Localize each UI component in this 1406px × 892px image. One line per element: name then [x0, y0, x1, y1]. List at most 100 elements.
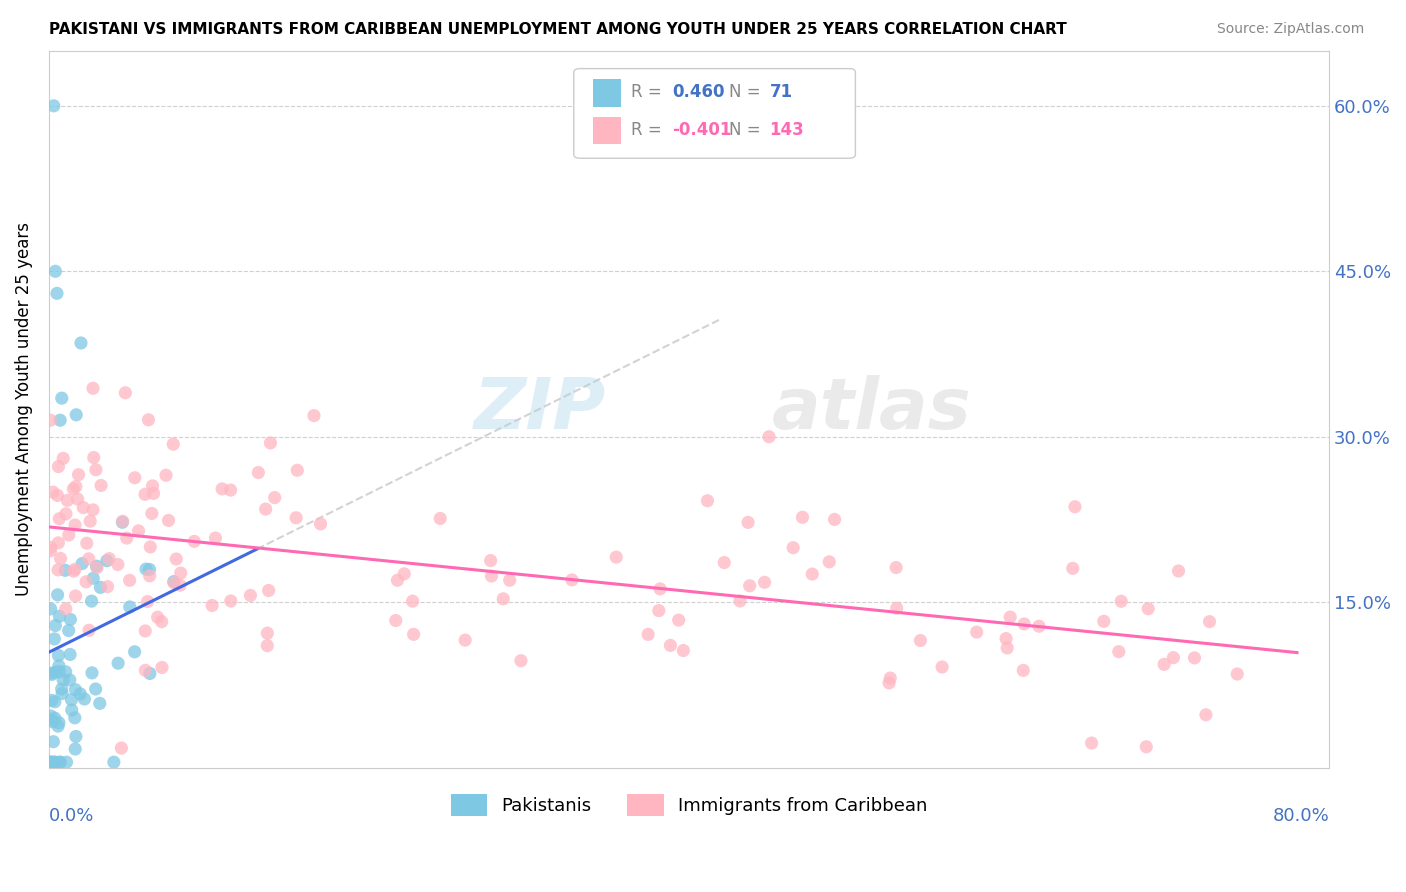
Point: [995, 632, 1018, 646]
Point: [792, 510, 814, 524]
Point: [481, 569, 503, 583]
Point: [89, 697, 111, 711]
Point: [605, 550, 627, 565]
Point: [1012, 617, 1035, 632]
Point: [46, 588, 69, 602]
Point: [150, 615, 173, 629]
Point: [44, 755, 66, 769]
Point: [39, 713, 62, 727]
Point: [157, 513, 180, 527]
Point: [65, 408, 87, 422]
Point: [124, 645, 146, 659]
Text: 143: 143: [769, 120, 804, 138]
Point: [70, 336, 93, 351]
Point: [384, 614, 406, 628]
Point: [76, 536, 98, 550]
Text: -0.401: -0.401: [672, 120, 731, 138]
Point: [285, 463, 308, 477]
Text: 0.460: 0.460: [672, 83, 725, 102]
Point: [138, 562, 160, 576]
Point: [1028, 619, 1050, 633]
Point: [302, 409, 325, 423]
Point: [134, 624, 156, 638]
Point: [247, 466, 270, 480]
Text: 0.0%: 0.0%: [49, 807, 94, 825]
Point: [124, 471, 146, 485]
Point: [114, 385, 136, 400]
Point: [1198, 615, 1220, 629]
Point: [48, 658, 70, 673]
Point: [46, 563, 69, 577]
Legend: Pakistanis, Immigrants from Caribbean: Pakistanis, Immigrants from Caribbean: [443, 787, 935, 823]
Point: [1184, 651, 1206, 665]
Point: [1167, 564, 1189, 578]
Point: [83, 450, 105, 465]
Text: R =: R =: [631, 83, 668, 102]
Point: [966, 625, 988, 640]
Point: [96, 580, 118, 594]
Point: [479, 553, 502, 567]
Point: [886, 601, 908, 615]
Point: [204, 531, 226, 545]
Point: [183, 534, 205, 549]
Y-axis label: Unemployment Among Youth under 25 years: Unemployment Among Youth under 25 years: [15, 222, 32, 596]
Point: [824, 512, 846, 526]
Point: [648, 582, 671, 596]
Point: [107, 558, 129, 572]
Point: [1135, 739, 1157, 754]
Point: [138, 569, 160, 583]
Point: [48, 755, 70, 769]
Point: [70, 557, 93, 571]
Point: [135, 562, 157, 576]
FancyBboxPatch shape: [593, 79, 621, 107]
Point: [1137, 601, 1160, 615]
Point: [86, 559, 108, 574]
Point: [1226, 667, 1249, 681]
Point: [110, 741, 132, 756]
Point: [138, 413, 160, 427]
Point: [44, 695, 66, 709]
Point: [77, 624, 100, 638]
Point: [44, 264, 66, 278]
Point: [263, 491, 285, 505]
Point: [877, 676, 900, 690]
Point: [65, 730, 87, 744]
Point: [39, 755, 62, 769]
Point: [73, 692, 96, 706]
Point: [72, 500, 94, 515]
Point: [118, 574, 141, 588]
Point: [79, 514, 101, 528]
Text: N =: N =: [728, 83, 765, 102]
Point: [41, 714, 63, 729]
Point: [63, 742, 86, 756]
Point: [42, 485, 65, 500]
Point: [65, 682, 87, 697]
Point: [48, 609, 70, 624]
Point: [39, 755, 62, 769]
FancyBboxPatch shape: [593, 117, 621, 144]
Point: [39, 755, 62, 769]
Point: [155, 468, 177, 483]
Point: [998, 610, 1021, 624]
Point: [45, 665, 67, 679]
Point: [169, 578, 191, 592]
Point: [492, 591, 515, 606]
Text: Source: ZipAtlas.com: Source: ZipAtlas.com: [1216, 22, 1364, 37]
Point: [146, 610, 169, 624]
Point: [801, 567, 824, 582]
Text: N =: N =: [728, 120, 765, 138]
Point: [758, 430, 780, 444]
Point: [499, 573, 522, 587]
Point: [44, 632, 66, 646]
Point: [75, 574, 97, 589]
Point: [63, 562, 86, 576]
Point: [49, 551, 72, 566]
Point: [90, 478, 112, 492]
Text: ZIP: ZIP: [474, 375, 606, 443]
Point: [879, 671, 901, 685]
Point: [211, 482, 233, 496]
Point: [561, 573, 583, 587]
Point: [111, 515, 134, 529]
Point: [648, 604, 671, 618]
Point: [1108, 645, 1130, 659]
